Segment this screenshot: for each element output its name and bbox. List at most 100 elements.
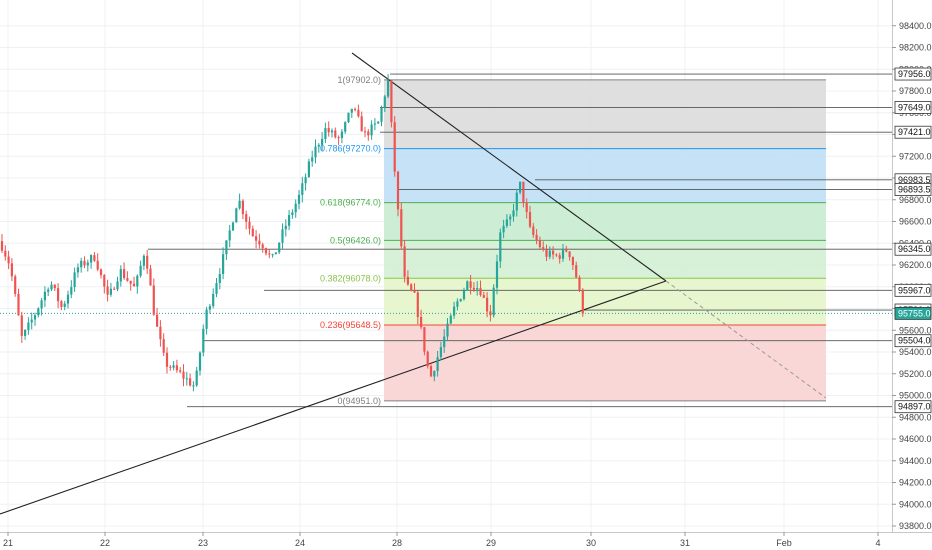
candle-body	[136, 275, 139, 287]
candle-body	[70, 287, 73, 295]
candle-body	[443, 336, 446, 348]
price-tick-label: 97800.0	[899, 86, 932, 96]
candle-body	[10, 263, 13, 277]
candle-body	[172, 365, 175, 368]
candle-body	[535, 234, 538, 241]
candle-body	[416, 292, 419, 317]
price-tick-label: 96200.0	[899, 260, 932, 270]
candle-body	[502, 225, 505, 233]
candle-body	[476, 288, 479, 290]
level-price-tag: 97649.0	[894, 101, 932, 114]
price-tick-label: 96600.0	[899, 217, 932, 227]
ascending-trendline	[0, 280, 667, 515]
candle-body	[581, 289, 584, 314]
candle-body	[241, 200, 244, 215]
candle-body	[439, 347, 442, 358]
candle-body	[175, 365, 178, 371]
candle-body	[4, 250, 7, 257]
candle-body	[63, 303, 66, 307]
level-price-tag: 95504.0	[894, 334, 932, 348]
fib-level-label: 0.382(96078.0)	[320, 273, 381, 283]
price-tag-box	[894, 334, 932, 348]
fib-level-label: 0(94951.0)	[337, 396, 381, 406]
candle-body	[103, 275, 106, 287]
candle-body	[231, 222, 235, 231]
candle-body	[238, 200, 241, 209]
fib-level-label: 1(97902.0)	[337, 75, 381, 85]
candle-body	[578, 277, 581, 290]
price-tag-label: 95967.0	[898, 285, 931, 295]
candle-body	[0, 241, 4, 251]
time-tick-label: 4	[875, 538, 880, 548]
time-axis[interactable]: 21 22 23 24 28 29 30 31 Feb 4	[3, 532, 881, 548]
candle-body	[212, 293, 215, 307]
price-axis[interactable]: 93800.0 94000.0 94200.0 94400.0 94600.0 94800…	[892, 21, 932, 531]
candle-body	[83, 260, 86, 266]
candle-body	[512, 210, 515, 217]
time-tick-label: 22	[100, 538, 110, 548]
candle-body	[406, 276, 409, 285]
candle-body	[162, 339, 165, 353]
candle-body	[37, 308, 40, 316]
price-tick-label: 94800.0	[899, 412, 932, 422]
candle-body	[14, 276, 17, 294]
candle-body	[109, 288, 112, 295]
price-tag-box	[894, 283, 932, 297]
candle-body	[149, 268, 152, 286]
price-tick-label: 93800.0	[899, 521, 932, 531]
candle-body	[350, 108, 353, 113]
candle-body	[182, 371, 185, 379]
candle-body	[357, 109, 360, 117]
candle-body	[165, 352, 169, 367]
price-tag-label: 96893.5	[898, 185, 931, 195]
candle-body	[159, 326, 162, 340]
candle-body	[515, 192, 518, 211]
candle-body	[152, 285, 155, 315]
price-tick-label: 98200.0	[899, 43, 932, 53]
candle-body	[261, 244, 264, 249]
candle-body	[383, 96, 386, 108]
time-tick-label: 31	[680, 538, 690, 548]
candle-body	[489, 311, 492, 316]
candle-body	[377, 121, 380, 124]
candle-body	[96, 260, 99, 270]
candle-body	[189, 378, 192, 386]
price-tag-box	[894, 67, 932, 81]
candle-body	[370, 124, 373, 136]
time-tick-label: 28	[392, 538, 402, 548]
candle-body	[208, 306, 211, 310]
candle-body	[126, 278, 129, 281]
fibonacci-level-lines	[384, 79, 826, 402]
candle-body	[327, 128, 330, 133]
time-tick-label: 29	[486, 538, 496, 548]
fib-zone	[384, 79, 826, 149]
candle-body	[235, 208, 238, 223]
candle-body	[344, 122, 347, 132]
candle-body	[492, 287, 495, 316]
candle-body	[528, 212, 532, 227]
fibonacci-labels: 1(97902.0) 0.786(97270.0) 0.618(96774.0) 0.…	[320, 75, 381, 406]
candle-body	[337, 137, 340, 139]
candle-body	[568, 251, 571, 258]
candle-body	[225, 240, 228, 255]
candle-body	[123, 269, 126, 279]
candle-body	[486, 297, 489, 312]
candle-body	[7, 256, 10, 264]
candle-body	[363, 131, 367, 133]
price-tag-label: 97421.0	[898, 127, 931, 137]
candle-body	[142, 255, 145, 266]
candle-body	[139, 265, 142, 276]
candle-body	[66, 294, 70, 304]
candle-body	[324, 128, 327, 140]
candle-body	[99, 269, 103, 276]
candle-body	[456, 301, 459, 307]
candle-body	[449, 315, 452, 324]
price-tick-label: 97200.0	[899, 151, 932, 161]
candle-body	[429, 366, 433, 377]
candle-body	[453, 306, 456, 316]
candle-body	[373, 123, 376, 125]
candle-body	[396, 171, 400, 210]
candle-body	[271, 254, 274, 256]
